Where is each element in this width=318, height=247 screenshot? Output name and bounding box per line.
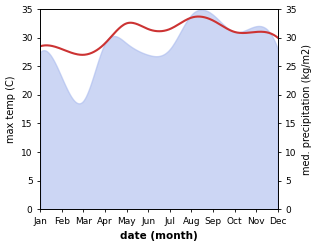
Y-axis label: max temp (C): max temp (C) bbox=[5, 75, 16, 143]
X-axis label: date (month): date (month) bbox=[120, 231, 198, 242]
Y-axis label: med. precipitation (kg/m2): med. precipitation (kg/m2) bbox=[302, 44, 313, 175]
